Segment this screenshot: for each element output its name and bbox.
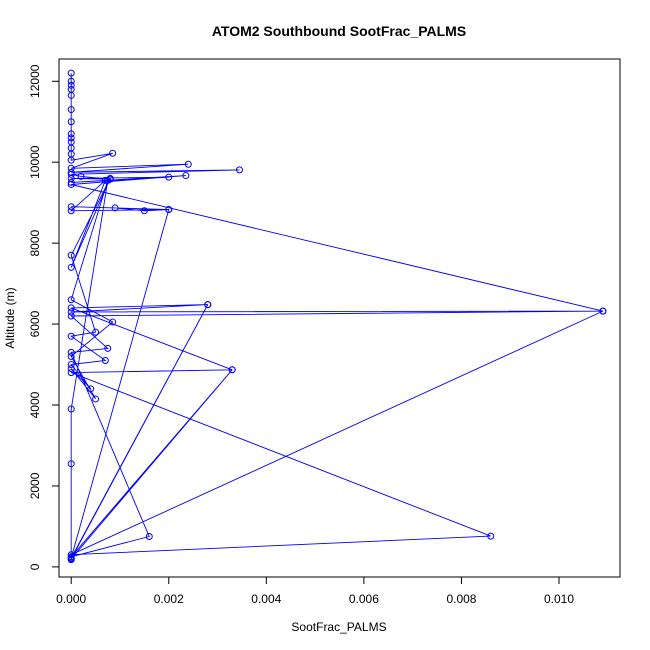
data-point — [104, 176, 112, 184]
data-point — [165, 173, 173, 181]
x-axis-label: SootFrac_PALMS — [291, 620, 386, 634]
data-point — [67, 348, 75, 356]
data-point — [104, 344, 112, 352]
y-tick-label: 12000 — [28, 64, 42, 98]
x-axis: 0.000 0.002 0.004 0.006 0.008 0.010 — [56, 576, 574, 606]
data-point — [67, 361, 75, 369]
data-point — [67, 556, 75, 564]
series-line — [69, 73, 604, 560]
data-point — [67, 81, 75, 89]
data-point — [67, 352, 75, 360]
x-tick-label: 0.006 — [349, 592, 379, 606]
data-point — [182, 172, 190, 180]
data-point — [67, 203, 75, 211]
data-point — [92, 328, 100, 336]
data-point — [77, 172, 85, 180]
data-point — [67, 365, 75, 373]
y-axis: 0 2000 4000 6000 8000 10000 12000 — [28, 64, 60, 570]
data-point — [145, 533, 153, 541]
data-point — [67, 405, 75, 413]
y-tick-label: 8000 — [28, 229, 42, 256]
data-point — [67, 156, 75, 164]
data-point — [67, 170, 75, 178]
data-point — [67, 312, 75, 320]
data-point — [67, 304, 75, 312]
data-point — [67, 77, 75, 85]
data-point — [67, 308, 75, 316]
x-tick-label: 0.008 — [446, 592, 476, 606]
data-point — [101, 356, 109, 364]
data-point — [67, 106, 75, 114]
data-point — [165, 206, 173, 214]
y-tick-label: 6000 — [28, 310, 42, 337]
data-point — [487, 532, 495, 540]
data-point — [67, 91, 75, 99]
series-points — [67, 69, 607, 564]
data-point — [67, 460, 75, 468]
data-point — [67, 180, 75, 188]
data-point — [67, 263, 75, 271]
x-tick-label: 0.010 — [544, 592, 574, 606]
data-point — [67, 69, 75, 77]
data-point — [204, 301, 212, 309]
y-tick-label: 0 — [28, 563, 42, 570]
data-point — [67, 178, 75, 186]
data-point — [235, 166, 243, 174]
chart-title: ATOM2 Southbound SootFrac_PALMS — [212, 23, 466, 39]
data-point — [92, 395, 100, 403]
data-point — [140, 207, 148, 215]
data-point — [67, 130, 75, 138]
data-point — [228, 366, 236, 374]
data-point — [87, 385, 95, 393]
y-tick-label: 4000 — [28, 391, 42, 418]
data-point — [67, 207, 75, 215]
data-point — [67, 369, 75, 377]
y-tick-label: 10000 — [28, 145, 42, 179]
x-tick-label: 0.002 — [154, 592, 184, 606]
x-tick-label: 0.000 — [56, 592, 86, 606]
data-point — [67, 332, 75, 340]
y-axis-label: Altitude (m) — [3, 287, 17, 348]
data-point — [67, 134, 75, 142]
data-point — [67, 251, 75, 259]
data-point — [109, 318, 117, 326]
plot-frame — [58, 58, 621, 578]
series-lines — [69, 73, 604, 560]
data-point — [109, 149, 117, 157]
data-point — [67, 551, 75, 559]
data-point — [599, 307, 607, 315]
y-tick-label: 2000 — [28, 472, 42, 499]
data-point — [184, 160, 192, 168]
x-tick-label: 0.004 — [251, 592, 281, 606]
data-point — [67, 296, 75, 304]
data-point — [67, 118, 75, 126]
data-point — [111, 204, 119, 212]
